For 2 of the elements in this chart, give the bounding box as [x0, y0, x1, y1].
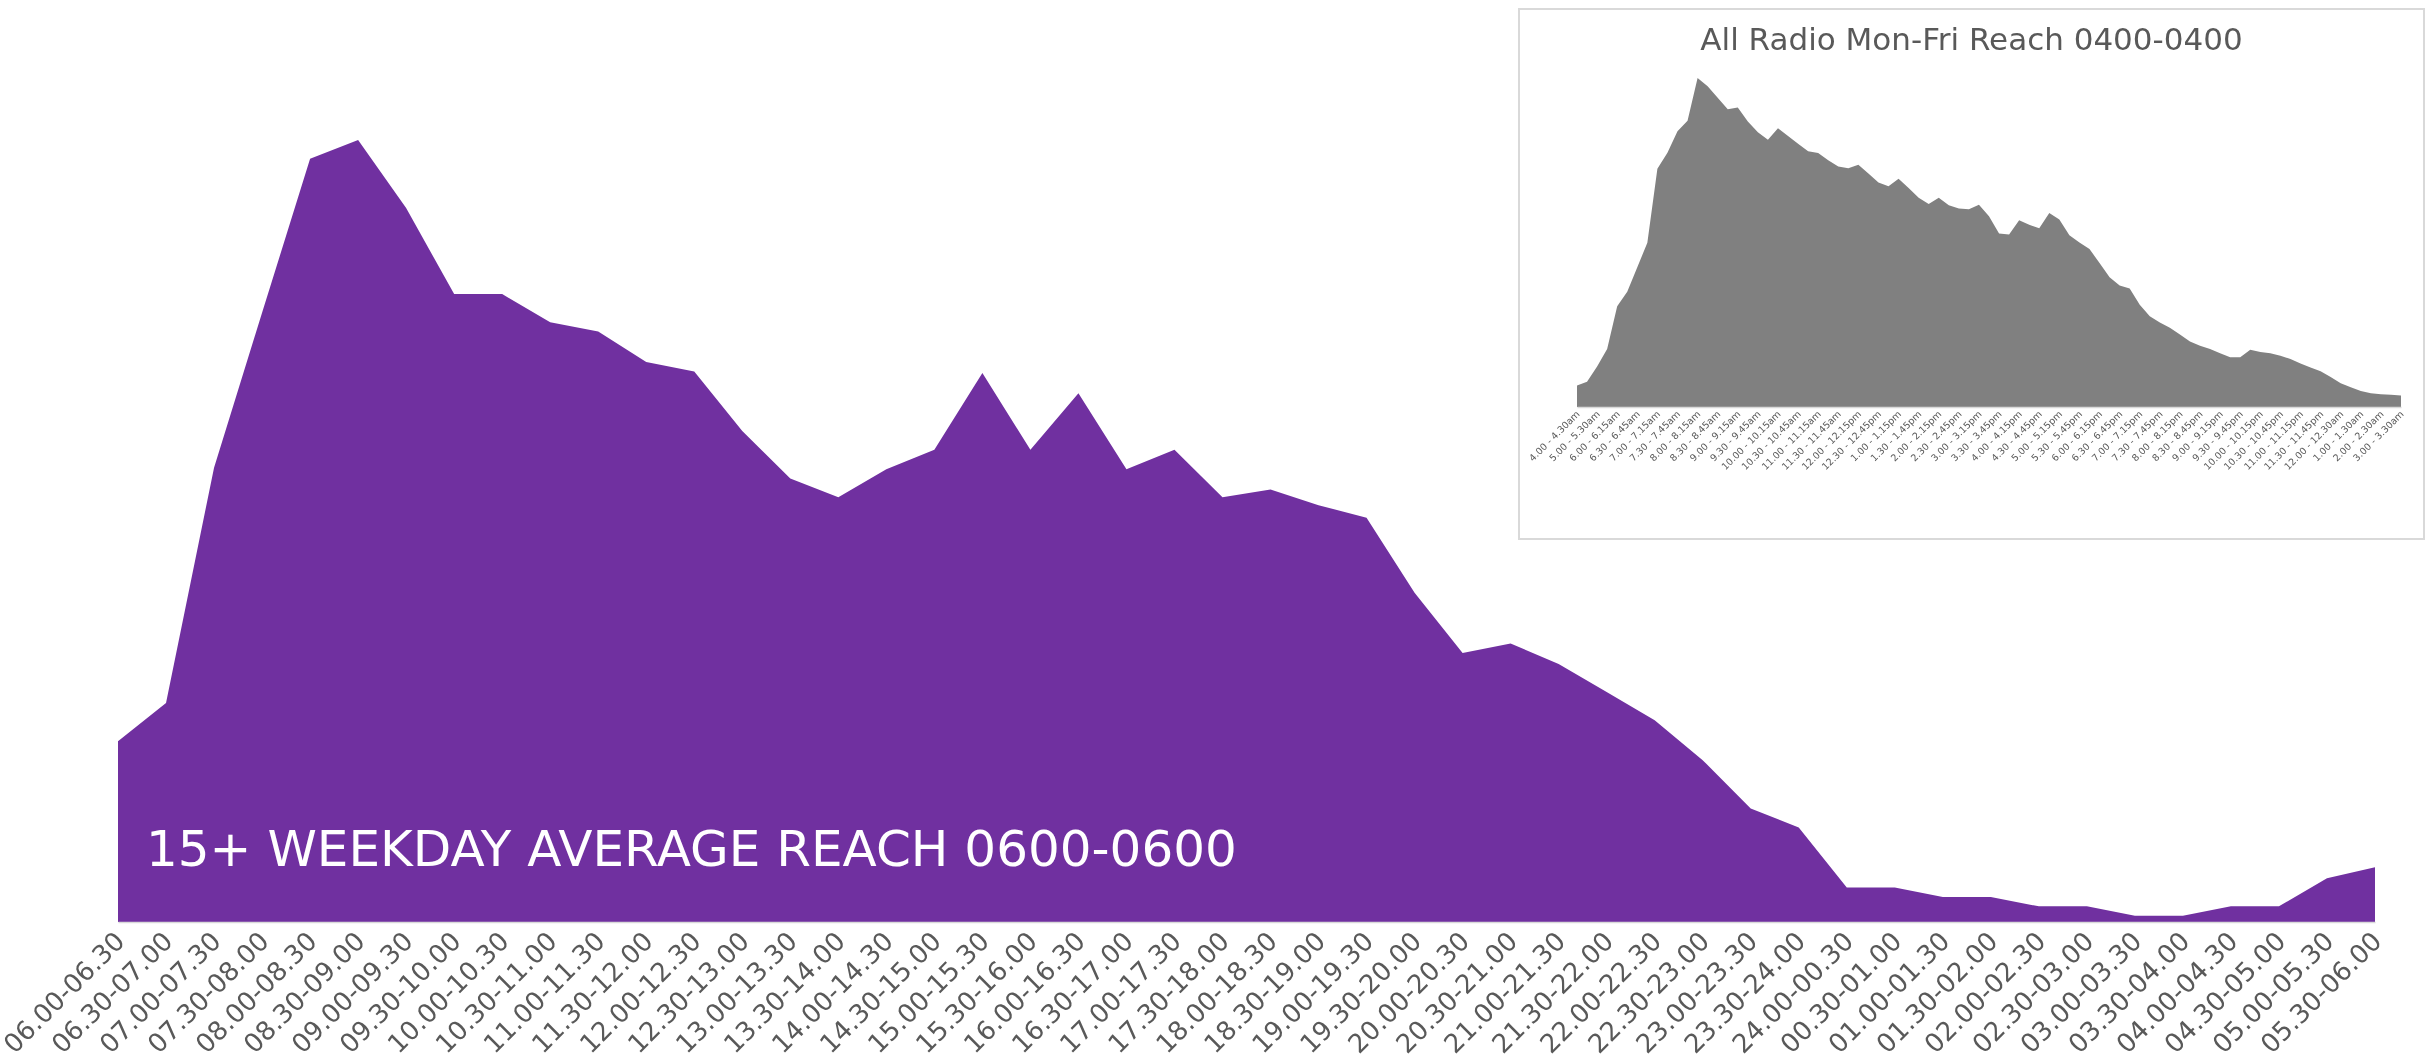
text: 15+ WEEKDAY AVERAGE REACH 0600-0600 [146, 820, 1237, 878]
chart-title: All Radio Mon-Fri Reach 0400-0400 [1700, 21, 2243, 57]
